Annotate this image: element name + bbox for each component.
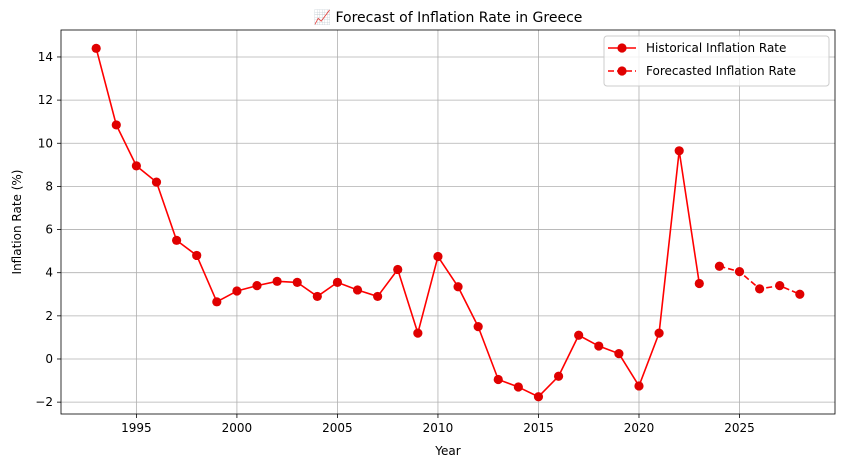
x-tick-label: 2005: [322, 421, 353, 435]
y-tick-label: 10: [38, 136, 53, 150]
data-point: [332, 277, 343, 288]
data-point: [674, 146, 684, 156]
data-point: [553, 371, 564, 381]
data-point: [493, 374, 503, 385]
x-tick-label: 2025: [724, 421, 755, 435]
data-point: [252, 281, 262, 291]
legend-marker-forecast: [617, 66, 627, 76]
y-tick-label: −2: [35, 395, 53, 409]
y-tick-label: 12: [38, 93, 53, 107]
data-point: [433, 251, 443, 262]
y-tick-label: 6: [45, 223, 53, 237]
x-tick-label: 2010: [423, 421, 454, 435]
data-point: [755, 284, 765, 294]
data-point: [473, 322, 483, 332]
legend-marker-historical: [617, 43, 627, 53]
data-point: [91, 43, 101, 53]
data-point: [574, 330, 584, 340]
plot-frame: [60, 29, 836, 415]
data-point: [734, 267, 745, 277]
data-point: [272, 276, 282, 286]
legend: Historical Inflation Rate Forecasted Inf…: [603, 35, 830, 87]
data-point: [533, 392, 544, 402]
legend-label-historical: Historical Inflation Rate: [646, 41, 786, 55]
data-point: [714, 261, 725, 271]
y-tick-label: 4: [45, 266, 53, 280]
x-tick-label: 2015: [523, 421, 554, 435]
data-point: [594, 341, 604, 351]
y-tick-label: 14: [38, 50, 53, 64]
x-axis-label: Year: [434, 444, 460, 458]
x-tick-label: 2020: [624, 421, 655, 435]
data-point: [131, 161, 141, 171]
data-point: [654, 328, 664, 338]
data-point: [192, 250, 202, 261]
data-point: [513, 382, 523, 392]
data-point: [775, 281, 785, 291]
y-tick-label: 0: [45, 352, 53, 366]
data-point: [352, 285, 363, 295]
y-tick-label: 2: [45, 309, 53, 323]
legend-label-forecast: Forecasted Inflation Rate: [646, 64, 796, 78]
data-point: [413, 328, 423, 338]
data-point: [171, 235, 182, 245]
data-point: [373, 291, 383, 302]
data-point: [111, 120, 121, 130]
legend-box: [603, 35, 830, 87]
data-point: [634, 381, 644, 391]
data-point: [453, 282, 463, 292]
data-point: [795, 289, 805, 299]
y-tick-label: 8: [45, 179, 53, 193]
x-tick-label: 1995: [121, 421, 152, 435]
series-layer: [91, 43, 805, 402]
data-point: [694, 278, 704, 289]
y-axis-label: Inflation Rate (%): [10, 170, 24, 275]
chart-title: 📈 Forecast of Inflation Rate in Greece: [314, 9, 583, 26]
data-point: [312, 291, 322, 302]
data-point: [393, 264, 403, 275]
data-point: [292, 277, 302, 288]
axis-ticks: 1995 2000 2005 2010 2015 2020 2025 −2 0 2 4 6 8 10 12 1…: [35, 50, 754, 435]
data-point: [212, 297, 222, 307]
data-point: [614, 348, 624, 359]
x-tick-label: 2000: [222, 421, 253, 435]
data-point: [151, 177, 162, 187]
data-point: [232, 286, 242, 296]
